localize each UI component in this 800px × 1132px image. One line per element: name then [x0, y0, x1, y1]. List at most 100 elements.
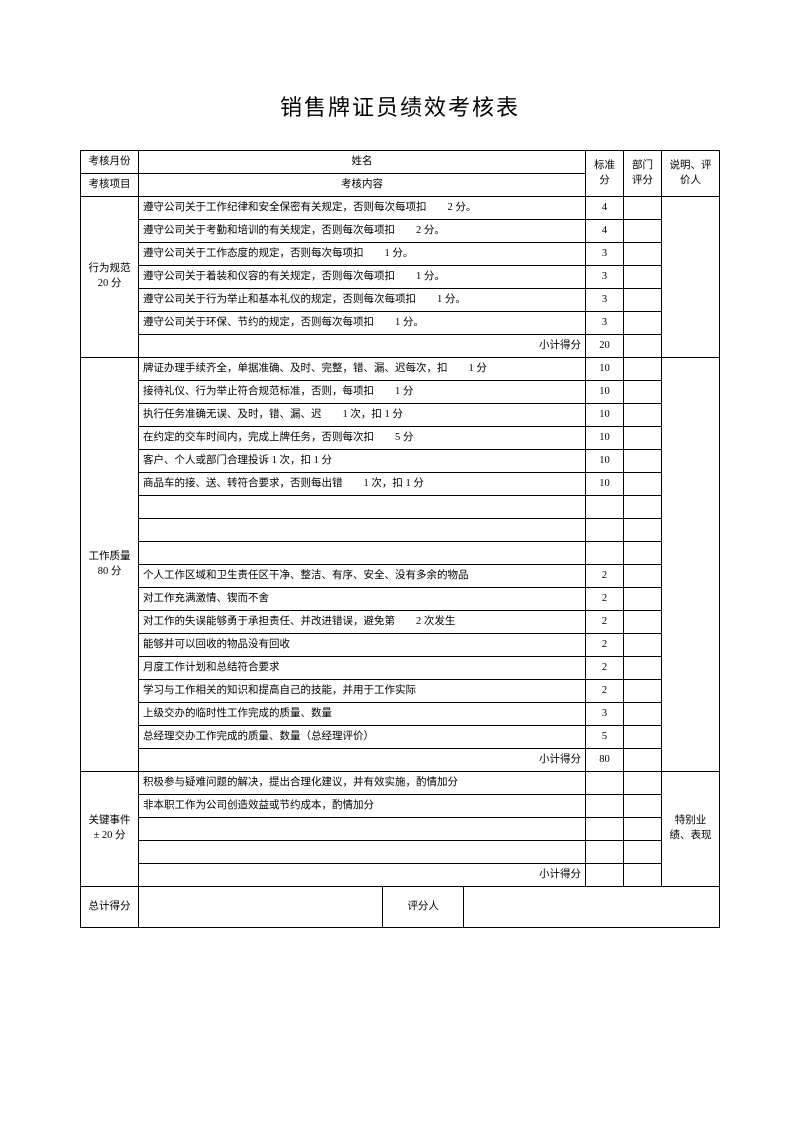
row-score: 5 — [586, 726, 624, 749]
subtotal-value: 20 — [586, 335, 624, 358]
row-text: 遵守公司关于行为举止和基本礼仪的规定，否则每次每项扣 1 分。 — [139, 289, 586, 312]
table-row: 对工作充满激情、锲而不舍 2 — [81, 588, 720, 611]
row-text: 客户、个人或部门合理投诉 1 次，扣 1 分 — [139, 450, 586, 473]
dept-cell[interactable] — [624, 657, 662, 680]
dept-cell[interactable] — [624, 841, 662, 864]
row-text — [139, 519, 586, 542]
dept-cell[interactable] — [624, 243, 662, 266]
table-row: 行为规范 20 分 遵守公司关于工作纪律和安全保密有关规定，否则每次每项扣 2 … — [81, 197, 720, 220]
table-row: 工作质量 80 分 牌证办理手续齐全，单据准确、及时、完整，错、漏、迟每次，扣 … — [81, 358, 720, 381]
row-text — [139, 542, 586, 565]
row-text: 个人工作区域和卫生责任区干净、整洁、有序、安全、没有多余的物品 — [139, 565, 586, 588]
reviewer-blank[interactable] — [464, 887, 719, 927]
row-score: 2 — [586, 657, 624, 680]
row-score: 3 — [586, 289, 624, 312]
row-text: 商品车的接、送、转符合要求，否则每出错 1 次，扣 1 分 — [139, 473, 586, 496]
row-text: 非本职工作为公司创造效益或节约成本，酌情加分 — [139, 795, 586, 818]
row-score — [586, 772, 624, 795]
table-row — [81, 542, 720, 565]
table-row: 个人工作区域和卫生责任区干净、整洁、有序、安全、没有多余的物品 2 — [81, 565, 720, 588]
row-text: 接待礼仪、行为举止符合规范标准，否则，每项扣 1 分 — [139, 381, 586, 404]
row-score — [586, 496, 624, 519]
item-label: 考核项目 — [81, 174, 139, 197]
row-score: 10 — [586, 450, 624, 473]
subtotal-value — [586, 864, 624, 887]
dept-cell[interactable] — [624, 358, 662, 381]
row-text: 遵守公司关于着装和仪容的有关规定，否则每次每项扣 1 分。 — [139, 266, 586, 289]
dept-cell[interactable] — [624, 381, 662, 404]
row-text: 遵守公司关于工作纪律和安全保密有关规定，否则每次每项扣 2 分。 — [139, 197, 586, 220]
subtotal-label: 小计得分 — [139, 749, 586, 772]
dept-cell[interactable] — [624, 289, 662, 312]
dept-cell[interactable] — [624, 680, 662, 703]
row-score: 3 — [586, 243, 624, 266]
dept-cell[interactable] — [624, 220, 662, 243]
dept-cell[interactable] — [624, 542, 662, 565]
quality-cat: 工作质量 80 分 — [81, 358, 139, 772]
dept-cell[interactable] — [624, 611, 662, 634]
dept-cell[interactable] — [624, 404, 662, 427]
dept-cell[interactable] — [624, 726, 662, 749]
row-score: 2 — [586, 611, 624, 634]
note-cell[interactable] — [662, 358, 720, 772]
row-score: 2 — [586, 588, 624, 611]
table-row: 在约定的交车时间内，完成上牌任务，否则每次扣 5 分 10 — [81, 427, 720, 450]
dept-cell[interactable] — [624, 864, 662, 887]
dept-cell[interactable] — [624, 772, 662, 795]
row-score: 4 — [586, 220, 624, 243]
content-label: 考核内容 — [139, 174, 586, 197]
row-score: 2 — [586, 634, 624, 657]
table-row: 商品车的接、送、转符合要求，否则每出错 1 次，扣 1 分 10 — [81, 473, 720, 496]
page-frame: 销售牌证员绩效考核表 考核月份 姓名 标准分 部门评分 说明、评价人 考核项目 … — [0, 0, 800, 928]
row-score — [586, 841, 624, 864]
dept-label: 部门评分 — [624, 151, 662, 197]
dept-cell[interactable] — [624, 519, 662, 542]
table-row: 接待礼仪、行为举止符合规范标准，否则，每项扣 1 分 10 — [81, 381, 720, 404]
row-score — [586, 519, 624, 542]
row-score: 3 — [586, 703, 624, 726]
dept-cell[interactable] — [624, 427, 662, 450]
table-row: 总经理交办工作完成的质量、数量（总经理评价） 5 — [81, 726, 720, 749]
table-row: 能够并可以回收的物品没有回收 2 — [81, 634, 720, 657]
row-score: 2 — [586, 565, 624, 588]
table-row: 关键事件 ± 20 分 积极参与疑难问题的解决，提出合理化建议，并有效实施，酌情… — [81, 772, 720, 795]
dept-cell[interactable] — [624, 197, 662, 220]
dept-cell[interactable] — [624, 496, 662, 519]
month-label: 考核月份 — [81, 151, 139, 174]
note-cell[interactable] — [662, 197, 720, 358]
dept-cell[interactable] — [624, 565, 662, 588]
table-row — [81, 519, 720, 542]
dept-cell[interactable] — [624, 795, 662, 818]
dept-cell[interactable] — [624, 749, 662, 772]
dept-cell[interactable] — [624, 703, 662, 726]
dept-cell[interactable] — [624, 450, 662, 473]
dept-cell[interactable] — [624, 473, 662, 496]
total-row: 总计得分 评分人 — [81, 887, 720, 928]
key-cat: 关键事件 ± 20 分 — [81, 772, 139, 887]
row-score: 10 — [586, 404, 624, 427]
table-row: 执行任务准确无误、及时，错、漏、迟 1 次，扣 1 分 10 — [81, 404, 720, 427]
row-score: 2 — [586, 680, 624, 703]
row-score — [586, 818, 624, 841]
row-text: 学习与工作相关的知识和提高自己的技能，并用于工作实际 — [139, 680, 586, 703]
dept-cell[interactable] — [624, 588, 662, 611]
dept-cell[interactable] — [624, 818, 662, 841]
dept-cell[interactable] — [624, 634, 662, 657]
dept-cell[interactable] — [624, 266, 662, 289]
subtotal-label: 小计得分 — [139, 335, 586, 358]
dept-cell[interactable] — [624, 335, 662, 358]
note-label: 说明、评价人 — [662, 151, 720, 197]
row-score: 10 — [586, 358, 624, 381]
row-text — [139, 496, 586, 519]
table-row: 上级交办的临时性工作完成的质量、数量 3 — [81, 703, 720, 726]
table-row: 遵守公司关于考勤和培训的有关规定，否则每次每项扣 2 分。 4 — [81, 220, 720, 243]
row-text — [139, 818, 586, 841]
row-score — [586, 542, 624, 565]
total-blank[interactable] — [139, 887, 383, 927]
table-row: 非本职工作为公司创造效益或节约成本，酌情加分 — [81, 795, 720, 818]
dept-cell[interactable] — [624, 312, 662, 335]
row-text: 对工作充满激情、锲而不舍 — [139, 588, 586, 611]
table-row: 遵守公司关于环保、节约的规定，否则每次每项扣 1 分。 3 — [81, 312, 720, 335]
table-row: 对工作的失误能够勇于承担责任、并改进错误，避免第 2 次发生 2 — [81, 611, 720, 634]
row-text: 遵守公司关于环保、节约的规定，否则每次每项扣 1 分。 — [139, 312, 586, 335]
